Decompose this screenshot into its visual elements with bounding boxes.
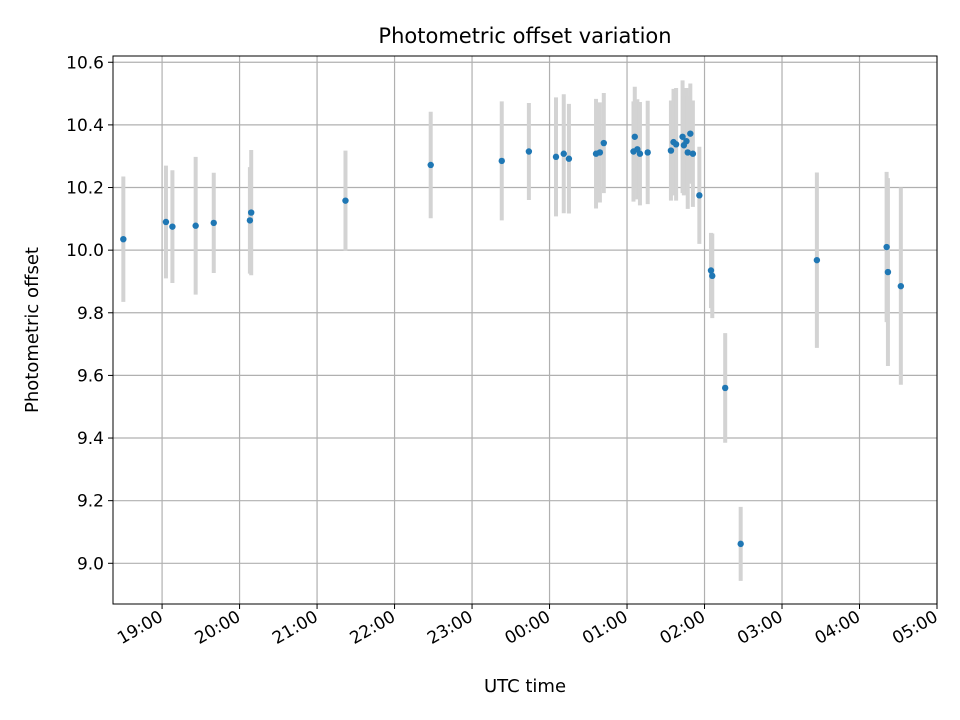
y-tick-label: 9.2 [77, 492, 104, 512]
y-tick-label: 9.6 [77, 366, 104, 386]
y-tick-label: 10.0 [66, 241, 104, 261]
data-point [672, 141, 680, 148]
data-point [689, 150, 697, 157]
data-point [737, 540, 744, 548]
data-points [120, 130, 905, 548]
data-point [667, 147, 675, 154]
data-point [679, 133, 686, 140]
data-point [683, 137, 690, 145]
data-point [162, 218, 170, 226]
data-point [427, 161, 434, 169]
data-point [342, 197, 349, 204]
data-point [525, 148, 533, 155]
data-point [247, 209, 255, 216]
x-axis-label: UTC time [484, 676, 566, 697]
data-point [169, 223, 176, 230]
data-point [192, 222, 199, 229]
data-point [721, 384, 729, 392]
y-tick-label: 10.2 [66, 179, 104, 199]
data-point [883, 243, 890, 251]
data-point [552, 153, 560, 161]
data-point [600, 139, 607, 147]
data-point [644, 149, 651, 156]
data-point [246, 217, 254, 224]
data-point [709, 272, 716, 280]
y-tick-label: 10.6 [66, 53, 104, 73]
data-point [707, 267, 715, 274]
chart-title: Photometric offset variation [378, 24, 671, 48]
y-tick-label: 9.4 [77, 429, 104, 449]
y-tick-label: 9.8 [77, 304, 104, 324]
data-point [210, 219, 217, 227]
y-axis: 9.0 9.2 9.4 9.6 9.8 10.0 10.2 10.4 10.6 [66, 53, 113, 574]
y-axis-label: Photometric offset [22, 247, 43, 413]
data-point [631, 133, 638, 140]
data-point [120, 235, 127, 243]
data-point [897, 282, 905, 290]
data-point [813, 256, 821, 264]
data-point [684, 149, 691, 156]
data-point [560, 150, 567, 157]
data-point [696, 192, 703, 199]
data-point [498, 157, 505, 165]
data-point [687, 130, 694, 137]
data-point [884, 268, 892, 276]
data-point [565, 155, 573, 162]
data-point [636, 150, 644, 157]
data-point [596, 149, 604, 156]
y-tick-label: 9.0 [77, 554, 104, 574]
y-tick-label: 10.4 [66, 116, 104, 136]
plot-frame [112, 55, 938, 605]
